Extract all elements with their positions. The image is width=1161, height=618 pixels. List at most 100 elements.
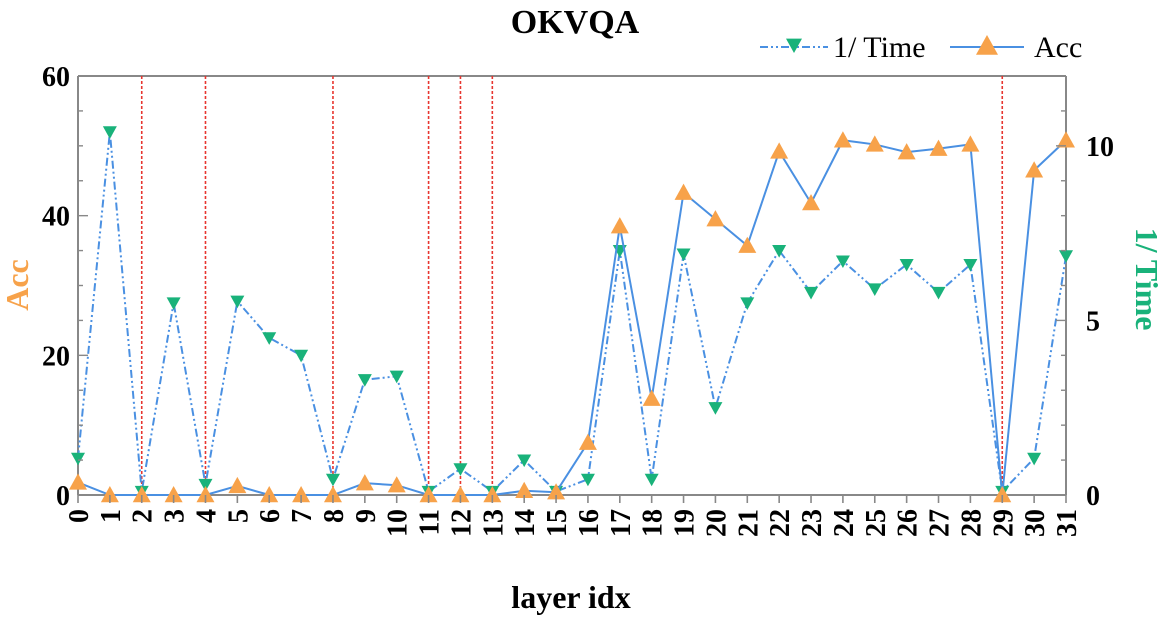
data-point-acc	[483, 486, 502, 503]
data-point-time	[325, 473, 340, 487]
data-point-acc	[419, 486, 438, 503]
data-point-acc	[674, 183, 693, 200]
legend-label-acc: Acc	[1034, 31, 1082, 64]
data-point-time	[517, 454, 532, 468]
x-tick-label: 13	[478, 509, 509, 537]
x-tick-label: 26	[893, 509, 924, 537]
data-point-acc	[897, 143, 916, 160]
data-point-acc	[260, 486, 279, 503]
data-point-acc	[738, 236, 757, 253]
y-axis-left-label: Acc	[0, 259, 35, 311]
data-point-acc	[961, 135, 980, 152]
x-tick-label: 1	[96, 509, 127, 523]
x-axis-label: layer idx	[511, 579, 630, 615]
x-tick-label: 2	[128, 509, 159, 523]
x-tick-label: 5	[223, 509, 254, 523]
series-line-time	[77, 131, 1067, 494]
data-point-time	[262, 332, 277, 345]
x-tick-label: 31	[1052, 509, 1083, 537]
x-tick-label: 10	[383, 509, 414, 537]
legend-label-time: 1/ Time	[833, 31, 926, 64]
data-point-time	[453, 463, 468, 476]
legend-marker-time	[786, 38, 802, 53]
data-point-acc	[578, 433, 597, 450]
data-point-time	[804, 286, 819, 300]
x-tick-label: 4	[191, 509, 222, 523]
data-point-acc	[642, 389, 661, 406]
x-tick-label: 8	[319, 509, 350, 523]
legend-item-acc: Acc	[950, 31, 1082, 64]
x-tick-label: 12	[446, 509, 477, 537]
x-tick-label: 28	[956, 509, 987, 537]
x-tick-label: 27	[925, 509, 956, 537]
x-tick-label: 9	[351, 509, 382, 523]
data-point-time	[867, 283, 882, 296]
x-tick-label: 16	[574, 509, 605, 537]
x-tick-label: 15	[542, 509, 573, 537]
data-point-acc	[132, 486, 151, 503]
legend-item-time: 1/ Time	[760, 31, 926, 64]
x-tick-label: 6	[255, 509, 286, 523]
x-tick-label: 0	[64, 509, 95, 523]
data-point-acc	[833, 131, 852, 148]
y-left-tick-label: 60	[42, 62, 70, 93]
x-tick-label: 29	[988, 509, 1019, 537]
data-point-acc	[929, 139, 948, 156]
data-point-acc	[770, 142, 789, 159]
data-point-time	[708, 402, 723, 415]
data-point-acc	[292, 486, 311, 503]
data-point-acc	[100, 486, 119, 503]
data-point-time	[963, 258, 978, 272]
x-tick-label: 19	[670, 509, 701, 537]
plot-frame	[77, 75, 1067, 496]
x-tick-label: 7	[287, 509, 318, 523]
data-point-time	[166, 297, 181, 310]
data-point-time	[294, 349, 309, 363]
data-point-time	[1027, 452, 1042, 466]
data-point-time	[772, 244, 787, 258]
y-left-tick-label: 40	[42, 202, 70, 233]
data-point-acc	[323, 486, 342, 503]
y-right-tick-label: 0	[1086, 481, 1100, 512]
x-tick-label: 21	[733, 509, 764, 537]
y-axis-right-label: 1/ Time	[1129, 228, 1161, 331]
data-point-acc	[1057, 131, 1075, 148]
data-point-time	[198, 478, 213, 492]
data-point-acc	[451, 486, 470, 503]
data-point-time	[357, 374, 372, 387]
data-point-time	[580, 473, 595, 487]
data-point-time	[740, 297, 755, 310]
data-point-acc	[706, 210, 725, 227]
data-point-acc	[164, 486, 183, 503]
x-tick-label: 14	[510, 509, 541, 537]
data-point-acc	[69, 473, 87, 490]
legend: 1/ Time Acc	[760, 31, 1082, 64]
data-point-acc	[1025, 161, 1044, 178]
x-tick-label: 30	[1020, 509, 1051, 537]
data-point-acc	[547, 483, 566, 500]
data-point-time	[230, 295, 245, 309]
data-point-time	[102, 126, 117, 139]
chart-title: OKVQA	[511, 4, 640, 41]
data-point-time	[676, 248, 691, 262]
series-line-acc	[77, 139, 1067, 496]
data-point-time	[71, 452, 85, 466]
data-point-acc	[387, 476, 406, 493]
data-point-acc	[515, 481, 534, 499]
legend-marker-acc	[976, 35, 998, 55]
data-point-acc	[228, 476, 247, 494]
y-left-tick-label: 20	[42, 341, 70, 372]
series-layer	[69, 126, 1075, 503]
y-right-tick-label: 5	[1086, 306, 1100, 337]
y-left-tick-label: 0	[56, 481, 70, 512]
x-tick-label: 25	[861, 509, 892, 537]
x-tick-label: 23	[797, 509, 828, 537]
data-point-time	[931, 286, 946, 300]
y-right-tick-label: 10	[1086, 132, 1114, 163]
x-tick-label: 17	[606, 509, 637, 537]
x-tick-label: 20	[701, 509, 732, 537]
data-point-acc	[865, 135, 884, 152]
data-point-time	[899, 258, 914, 272]
